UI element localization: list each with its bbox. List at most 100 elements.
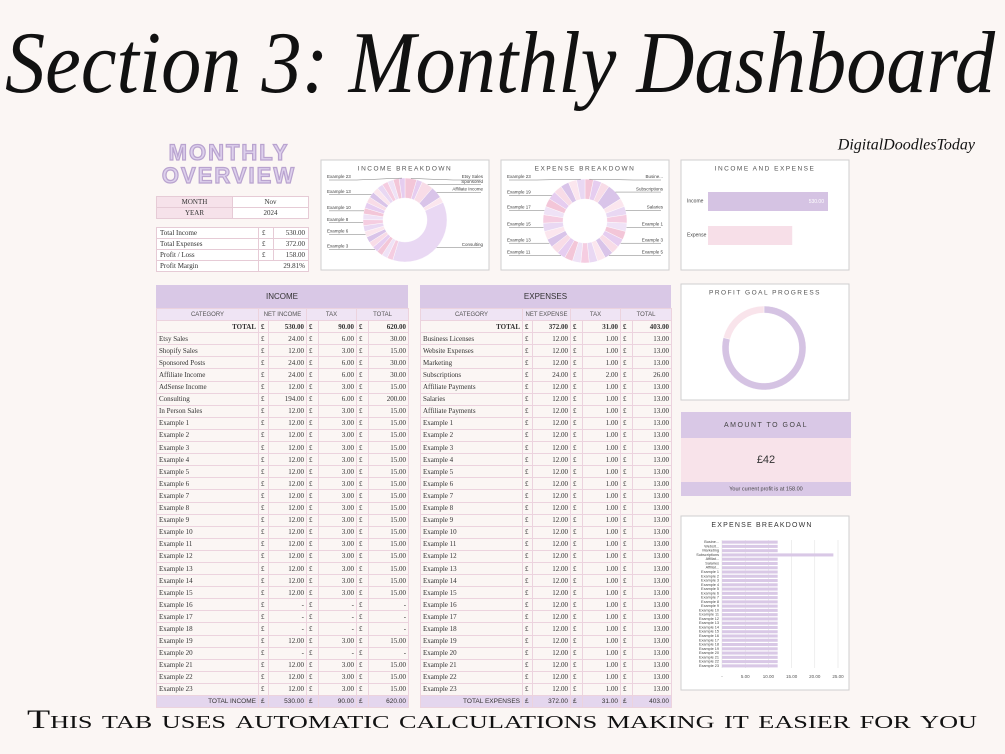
data-row: Example 4 £12.00 £1.00 £13.00 (420, 453, 673, 467)
amount: 15.00 (368, 586, 410, 600)
data-row: Example 19 £12.00 £1.00 £13.00 (420, 634, 673, 648)
bar (722, 630, 778, 634)
summary-table: Total Income £530.00 Total Expenses £372.00… (156, 227, 309, 272)
amount: 31.00 (581, 320, 622, 334)
amount: 3.00 (317, 574, 358, 588)
x-tick-label: 5.00 (741, 674, 750, 679)
currency: £ (356, 646, 370, 660)
currency: £ (522, 477, 533, 491)
field-label: YEAR (156, 207, 233, 219)
amount: 12.00 (268, 501, 307, 515)
data-row: Example 19 £12.00 £3.00 £15.00 (156, 634, 410, 648)
total-row: TOTAL £372.00 £31.00 £403.00 (420, 320, 673, 334)
y-tick-label: Example 7 (701, 596, 719, 600)
currency: £ (356, 670, 370, 684)
page-title: Section 3: Monthly Dashboard (5, 15, 996, 112)
segment-label: Affiliate Income (452, 187, 483, 192)
currency: £ (356, 694, 370, 709)
currency: £ (356, 428, 370, 443)
panel-title: EXPENSE BREAKDOWN (535, 166, 636, 173)
total-row: TOTAL £530.00 £90.00 £620.00 (156, 320, 410, 334)
currency: £ (522, 513, 533, 527)
currency: £ (522, 320, 533, 334)
amount: 12.00 (532, 344, 571, 358)
currency: £ (306, 428, 319, 443)
row-label: Example 15 (156, 586, 259, 600)
currency: £ (258, 646, 269, 660)
bar (722, 579, 778, 583)
amount: 1.00 (581, 513, 622, 527)
row-label: Example 5 (420, 465, 523, 479)
currency: £ (620, 598, 634, 612)
amount: 1.00 (581, 344, 622, 358)
row-label: Example 6 (156, 477, 259, 491)
row-label: Marketing (420, 356, 523, 370)
bar (722, 570, 778, 574)
amount: 3.00 (317, 525, 358, 539)
x-tick-label: 25.00 (832, 674, 844, 679)
data-row: Website Expenses £12.00 £1.00 £13.00 (420, 344, 673, 358)
field-value[interactable]: Nov (232, 196, 309, 208)
table-grid: CATEGORY NET EXPENSE TAX TOTAL TOTAL £372.00 £… (420, 307, 673, 709)
currency: £ (258, 356, 269, 370)
data-row: AdSense Income £12.00 £3.00 £15.00 (156, 380, 410, 394)
currency: £ (570, 574, 583, 588)
y-tick-label: Salaries (705, 561, 719, 565)
currency: £ (570, 682, 583, 697)
amount: 13.00 (632, 646, 673, 660)
currency: £ (306, 513, 319, 527)
amount: 13.00 (632, 441, 673, 455)
amount: 12.00 (532, 404, 571, 418)
data-row: Example 22 £12.00 £3.00 £15.00 (156, 670, 410, 684)
amount: 3.00 (317, 670, 358, 684)
amount: 12.00 (532, 574, 571, 588)
currency: £ (522, 380, 533, 394)
currency: £ (306, 416, 319, 430)
amount: 1.00 (581, 682, 622, 697)
currency: £ (620, 320, 634, 334)
y-tick-label: Example 19 (699, 647, 719, 651)
amount: 12.00 (532, 634, 571, 648)
currency: £ (570, 525, 583, 539)
row-label: Example 19 (156, 634, 259, 648)
currency: £ (306, 634, 319, 648)
amount: 13.00 (632, 549, 673, 563)
amount: 1.00 (581, 441, 622, 455)
currency: £ (356, 682, 370, 697)
currency: £ (522, 525, 533, 539)
bar (722, 549, 778, 553)
currency: £ (356, 598, 370, 612)
amount: 13.00 (632, 465, 673, 479)
data-row: Marketing £12.00 £1.00 £13.00 (420, 356, 673, 370)
row-label: Example 5 (156, 465, 259, 479)
summary-label: Total Expenses (156, 238, 259, 250)
amount: 3.00 (317, 561, 358, 576)
data-row: Example 20 £12.00 £1.00 £13.00 (420, 646, 673, 660)
amount: 15.00 (368, 441, 410, 455)
currency: £ (570, 694, 583, 709)
currency: £ (620, 561, 634, 576)
amount: 1.00 (581, 453, 622, 467)
bar (722, 634, 778, 638)
amount: 1.00 (581, 465, 622, 479)
bar (708, 192, 828, 211)
currency: £ (522, 489, 533, 503)
currency: £ (306, 525, 319, 539)
summary-label: Profit Margin (156, 260, 259, 272)
segment-label: Salaries (647, 205, 664, 210)
y-tick-label: Example 18 (699, 643, 719, 647)
amount: 3.00 (317, 549, 358, 563)
amount: 13.00 (632, 525, 673, 539)
amount: 15.00 (368, 404, 410, 418)
amount: 12.00 (268, 465, 307, 479)
amount: 13.00 (632, 561, 673, 576)
currency: £ (306, 356, 319, 370)
data-row: Example 16 £12.00 £1.00 £13.00 (420, 598, 673, 612)
amount: - (317, 646, 358, 660)
amount: 1.00 (581, 549, 622, 563)
data-row: Example 17 £ - £ - £ - (156, 610, 410, 624)
row-label: Example 9 (156, 513, 259, 527)
row-label: Example 19 (420, 634, 523, 648)
row-label: Example 1 (420, 416, 523, 430)
amount: 15.00 (368, 465, 410, 479)
